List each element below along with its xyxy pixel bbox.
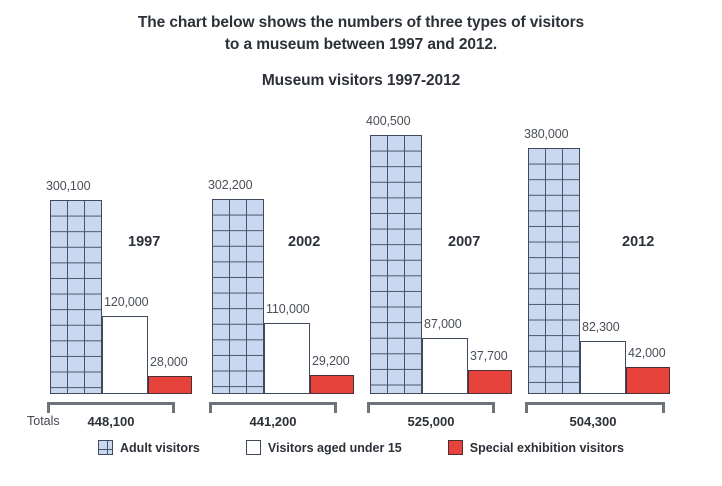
bar-value-label-2007-series-1: 400,500 — [366, 114, 411, 128]
bar-value-label-1997-series-2: 120,000 — [104, 295, 149, 310]
bar-1997-series-2[interactable] — [102, 316, 148, 394]
legend-item-2[interactable]: Visitors aged under 15 — [245, 440, 402, 455]
legend-label-2: Visitors aged under 15 — [267, 440, 402, 455]
bar-2007-series-2[interactable] — [422, 337, 468, 394]
year-label-2007: 2007 — [448, 234, 481, 250]
bar-value-label-2002-series-2: 110,000 — [266, 301, 310, 316]
year-label-2012: 2012 — [622, 234, 655, 250]
group-bracket-1997 — [47, 402, 175, 413]
legend-label-3: Special exhibition visitors — [469, 440, 624, 455]
total-value-2012: 504,300 — [569, 414, 617, 429]
bar-value-label-2002-series-1: 302,200 — [208, 177, 253, 192]
bar-1997-series-1[interactable] — [50, 199, 102, 394]
under15-swatch — [245, 440, 261, 455]
group-bracket-2012 — [525, 402, 665, 413]
bar-2002-series-3[interactable] — [310, 375, 354, 394]
legend-item-3[interactable]: Special exhibition visitors — [447, 440, 624, 455]
bar-2012-series-1[interactable] — [528, 148, 580, 394]
year-label-1997: 1997 — [128, 234, 161, 250]
bar-value-label-1997-series-3: 28,000 — [150, 354, 188, 369]
total-value-2002: 441,200 — [249, 414, 297, 429]
group-bracket-2007 — [367, 402, 495, 413]
adult-swatch — [98, 440, 114, 455]
bar-value-label-2007-series-2: 87,000 — [424, 316, 462, 331]
bar-value-label-2012-series-1: 380,000 — [524, 127, 569, 142]
year-label-2002: 2002 — [288, 234, 321, 250]
legend-label-1: Adult visitors — [120, 440, 200, 455]
bar-2012-series-3[interactable] — [626, 366, 670, 394]
special-swatch — [447, 440, 463, 455]
bar-2007-series-1[interactable] — [370, 135, 422, 394]
bar-2007-series-3[interactable] — [468, 369, 512, 394]
chart-legend: Adult visitors Visitors aged under 15 Spec… — [0, 440, 722, 455]
bar-value-label-1997-series-1: 300,100 — [46, 178, 91, 193]
group-bracket-2002 — [209, 402, 337, 413]
total-value-1997: 448,100 — [87, 414, 135, 429]
bar-value-label-2012-series-2: 82,300 — [582, 319, 620, 334]
bar-2002-series-1[interactable] — [212, 198, 264, 394]
total-value-2007: 525,000 — [407, 414, 455, 429]
bar-2012-series-2[interactable] — [580, 340, 626, 394]
bar-1997-series-3[interactable] — [148, 375, 192, 394]
bar-value-label-2007-series-3: 37,700 — [470, 348, 508, 363]
prompt-line-2: to a museum between 1997 and 2012. — [224, 36, 498, 53]
legend-item-1[interactable]: Adult visitors — [98, 440, 200, 455]
chart-title: Museum visitors 1997-2012 — [261, 72, 461, 89]
bar-2002-series-2[interactable] — [264, 322, 310, 394]
bar-value-label-2012-series-3: 42,000 — [628, 345, 666, 360]
bar-value-label-2002-series-3: 29,200 — [312, 354, 350, 369]
prompt-line-1: The chart below shows the numbers of thr… — [137, 14, 585, 31]
prompt-title: The chart below shows the numbers of thr… — [0, 12, 722, 56]
totals-row-label: Totals — [27, 414, 60, 428]
